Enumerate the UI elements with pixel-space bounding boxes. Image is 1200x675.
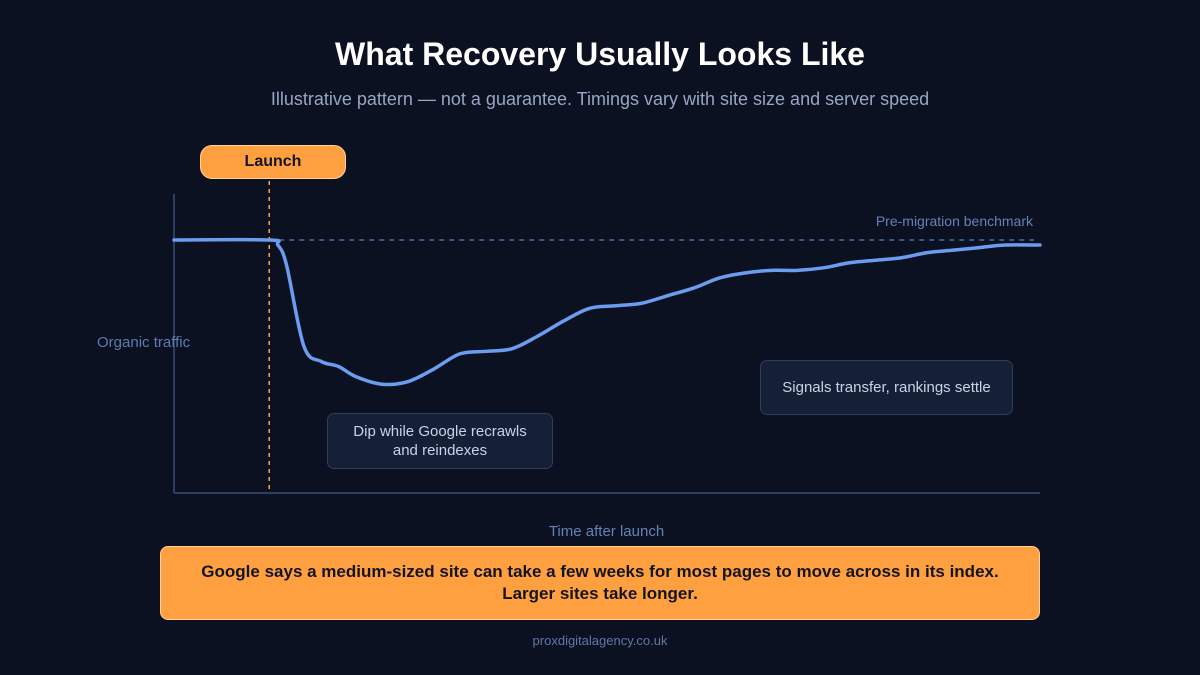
launch-badge: Launch	[200, 145, 346, 179]
chart-title: What Recovery Usually Looks Like	[335, 36, 865, 72]
annotation-settle-text: Signals transfer, rankings settle	[782, 379, 991, 396]
info-callout: Google says a medium-sized site can take…	[160, 546, 1040, 620]
annotation-settle: Signals transfer, rankings settle	[760, 360, 1013, 415]
y-axis-label: Organic traffic	[97, 334, 191, 351]
info-callout-text: Google says a medium-sized site can take…	[201, 562, 999, 603]
annotation-dip: Dip while Google recrawls and reindexes	[327, 413, 553, 469]
footer-url: proxdigitalagency.co.uk	[532, 633, 668, 648]
benchmark-label: Pre-migration benchmark	[875, 213, 1033, 229]
x-axis-label: Time after launch	[548, 523, 665, 540]
annotation-dip-text: Dip while Google recrawls and reindexes	[353, 423, 527, 459]
chart-subtitle: Illustrative pattern — not a guarantee. …	[270, 89, 930, 109]
traffic-series-line	[172, 237, 1042, 387]
